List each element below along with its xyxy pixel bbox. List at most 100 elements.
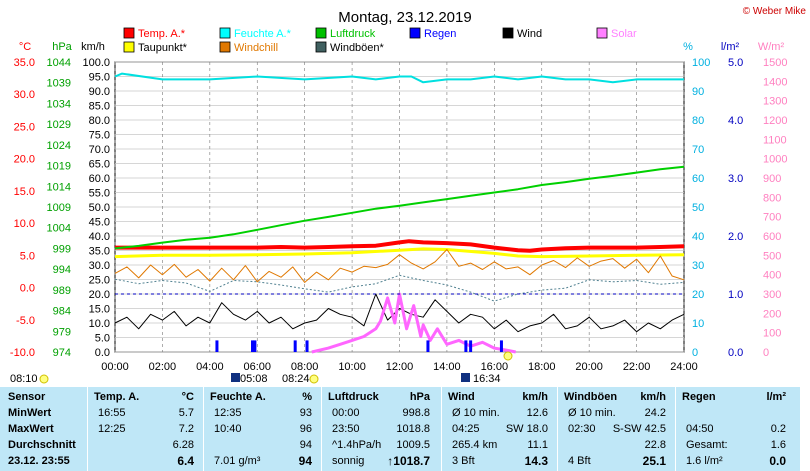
axis-tick-pressure: 1024 [47,140,71,152]
stats-header-rain: Regen [682,391,716,403]
x-tick-label: 14:00 [433,361,461,373]
stats-unit-gust: km/h [640,391,666,403]
axis-tick-rain: 4.0 [728,115,743,127]
legend-label: Temp. A.* [138,28,186,40]
axis-tick-pressure: 1014 [47,181,71,193]
x-tick-label: 16:00 [481,361,509,373]
stats-row-label: MinWert [8,407,52,419]
axis-tick-temp: 35.0 [14,57,35,69]
axis-tick-solar: 1100 [763,134,787,146]
axis-tick-temp: 20.0 [14,154,35,166]
axis-tick-pressure: 989 [53,285,71,297]
legend-label: Feuchte A.* [234,28,292,40]
axis-tick-solar: 500 [763,250,781,262]
x-tick-label: 10:00 [338,361,366,373]
axis-tick-solar: 1300 [763,96,787,108]
axis-tick-wind: 85.0 [89,101,110,113]
stats-cell-value: 6.4 [177,454,194,468]
stats-cell-value: 1018.8 [396,423,430,435]
stats-unit-temp: °C [181,391,194,403]
stats-row-label: 23.12. 23:55 [8,455,70,467]
axis-tick-pressure: 974 [53,347,71,359]
axis-tick-pressure: 999 [53,243,71,255]
axis-tick-wind: 20.0 [89,289,110,301]
stats-cell-value: 0.0 [769,454,786,468]
stats-cell-value: 6.28 [172,439,194,451]
axis-tick-humidity: 0 [692,347,698,359]
stats-cell-value: 12.6 [526,407,548,419]
stats-cell-label: 12:35 [214,407,242,419]
moonset-time: 16:34 [473,373,501,385]
axis-tick-wind: 25.0 [89,275,110,287]
axis-tick-pressure: 979 [53,326,71,338]
stats-cell-label: 10:40 [214,423,242,435]
rain-bar [469,340,473,352]
stats-cell-label: Ø 10 min. [452,407,500,419]
x-tick-label: 04:00 [196,361,224,373]
sun-icon [309,374,319,384]
axis-tick-wind: 10.0 [89,318,110,330]
x-tick-label: 06:00 [243,361,271,373]
axis-tick-rain: 3.0 [728,173,743,185]
x-tick-label: 12:00 [386,361,414,373]
axis-tick-pressure: 1009 [47,202,71,214]
axis-unit-wind: km/h [81,41,105,53]
axis-tick-pressure: 994 [53,264,71,276]
sun-time: 08:24 [282,373,310,385]
x-tick-label: 20:00 [575,361,603,373]
legend-label: Wind [517,28,542,40]
stats-header-hum: Feuchte A. [210,391,266,403]
stats-cell-value: 96 [299,423,312,435]
axis-tick-wind: 55.0 [89,188,110,200]
axis-tick-solar: 700 [763,212,781,224]
axis-tick-rain: 1.0 [728,289,743,301]
chart-title: Montag, 23.12.2019 [338,9,471,26]
stats-divider [203,387,204,471]
stats-cell-value: 1.6 [770,439,786,451]
stats-cell-label: 04:50 [686,423,714,435]
series-line-6 [114,293,685,333]
stats-cell-value: ↑1018.7 [387,454,430,468]
sun-icon [39,374,49,384]
axis-tick-pressure: 984 [53,306,71,318]
stats-divider [87,387,88,471]
series-line-5 [114,274,685,302]
legend-swatch [219,27,231,39]
stats-header-press: Luftdruck [328,391,379,403]
axis-tick-temp: -10.0 [10,347,35,359]
stats-cell-label: 02:30 [568,423,596,435]
stats-divider [441,387,442,471]
axis-unit-solar: W/m² [758,41,785,53]
stats-cell-label: Ø 10 min. [568,407,616,419]
axis-tick-wind: 50.0 [89,202,110,214]
axis-tick-solar: 100 [763,328,781,340]
legend-swatch [123,27,135,39]
stats-divider [675,387,676,471]
legend-label: Solar [611,28,637,40]
axis-tick-humidity: 10 [692,318,704,330]
axis-tick-solar: 600 [763,231,781,243]
rain-bar [499,340,503,352]
axis-tick-temp: 5.0 [20,250,35,262]
legend-label: Regen [424,28,456,40]
stats-cell-label: 23:50 [332,423,360,435]
legend-label: Windböen* [330,42,385,54]
axis-tick-wind: 80.0 [89,115,110,127]
legend-label: Windchill [234,42,278,54]
series-line-0 [115,239,685,253]
stats-cell-label: sonnig [332,455,365,467]
sunrise-time: 08:10 [10,373,38,385]
axis-tick-humidity: 80 [692,115,704,127]
axis-tick-humidity: 50 [692,202,704,214]
axis-tick-pressure: 1029 [47,119,71,131]
axis-tick-humidity: 60 [692,173,704,185]
stats-cell-value: 24.2 [644,407,666,419]
stats-cell-value: 22.8 [644,439,666,451]
series-line-1 [114,247,685,259]
rain-bar [253,340,257,352]
stats-cell-value: 11.1 [527,439,548,451]
axis-tick-wind: 75.0 [89,130,110,142]
stats-cell-value: S-SW 42.5 [612,423,666,435]
stats-divider [321,387,322,471]
axis-unit-humidity: % [683,41,693,53]
